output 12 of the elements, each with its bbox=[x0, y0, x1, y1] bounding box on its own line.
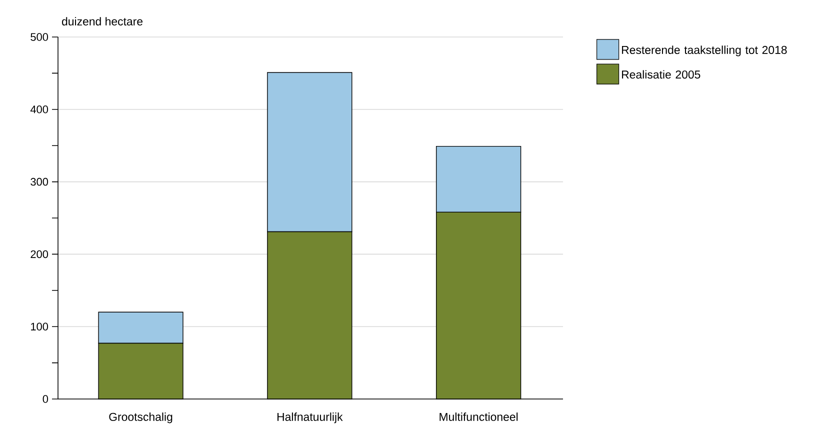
x-tick-label: Multifunctioneel bbox=[440, 412, 518, 421]
y-tick-label: 300 bbox=[30, 178, 48, 186]
x-tick-label: Grootschalig bbox=[109, 412, 172, 424]
y-tick-label: 500 bbox=[30, 33, 48, 41]
legend-label: Resterende taakstelling tot 2018 bbox=[622, 46, 787, 56]
legend-label: Realisatie 2005 bbox=[622, 70, 700, 79]
y-tick-label: 400 bbox=[30, 106, 48, 114]
y-axis-title: duizend hectare bbox=[62, 17, 143, 26]
x-tick-label: Halfnatuurlijk bbox=[277, 412, 343, 424]
y-tick-label: 200 bbox=[30, 250, 48, 258]
y-tick-label: 0 bbox=[42, 395, 48, 403]
y-tick-label: 100 bbox=[31, 322, 48, 330]
